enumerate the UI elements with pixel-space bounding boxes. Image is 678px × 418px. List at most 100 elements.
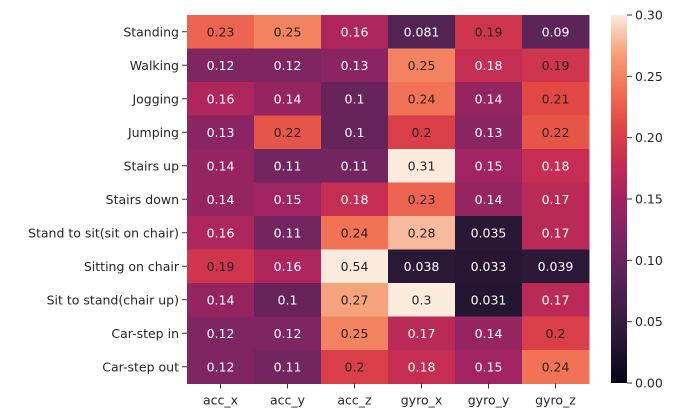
row-label: Walking xyxy=(130,58,179,73)
cell-value-label: 0.19 xyxy=(475,24,503,39)
heatmap-cell xyxy=(455,350,523,384)
heatmap-cell xyxy=(455,316,523,351)
heatmap-cell xyxy=(187,149,255,183)
heatmap-cell xyxy=(388,115,456,150)
heatmap-cell xyxy=(321,316,389,351)
heatmap-cell xyxy=(254,249,322,284)
cell-value-label: 0.18 xyxy=(341,192,369,207)
cell-value-label: 0.25 xyxy=(341,326,369,341)
heatmap-cell xyxy=(522,249,590,284)
heatmap-cell xyxy=(187,15,255,49)
row-label: Car-step out xyxy=(102,359,179,374)
cell-value-label: 0.22 xyxy=(274,125,302,140)
cell-value-label: 0.22 xyxy=(542,125,570,140)
heatmap-cell xyxy=(321,182,389,217)
heatmap-cell xyxy=(388,316,456,351)
cell-value-label: 0.24 xyxy=(408,91,436,106)
heatmap-cell xyxy=(187,182,255,217)
heatmap-cell xyxy=(388,82,456,116)
cell-value-label: 0.12 xyxy=(274,58,302,73)
heatmap-cell xyxy=(522,149,590,183)
heatmap-cell xyxy=(254,48,322,83)
cell-value-label: 0.17 xyxy=(542,292,570,307)
cell-value-label: 0.14 xyxy=(207,158,235,173)
cell-value-label: 0.11 xyxy=(274,225,302,240)
cell-value-label: 0.15 xyxy=(274,192,302,207)
heatmap-cell xyxy=(455,182,523,217)
heatmap-cell xyxy=(388,48,456,83)
heatmap-cell xyxy=(321,350,389,384)
heatmap-cell xyxy=(321,82,389,116)
heatmap-cell xyxy=(321,249,389,284)
cell-value-label: 0.16 xyxy=(207,91,235,106)
cell-value-label: 0.13 xyxy=(341,58,369,73)
cell-value-label: 0.1 xyxy=(345,91,365,106)
heatmap-cell xyxy=(388,283,456,317)
cell-value-label: 0.25 xyxy=(274,24,302,39)
cell-value-label: 0.12 xyxy=(207,326,235,341)
heatmap-cell xyxy=(321,283,389,317)
cell-value-label: 0.14 xyxy=(475,192,503,207)
cell-value-label: 0.031 xyxy=(471,292,507,307)
heatmap-cell-labels: 0.23 0.25 0.16 0.081 0.19 0.09 0.12 0.12 0.13 0.2… xyxy=(207,24,574,374)
column-label: acc_x xyxy=(203,393,238,408)
heatmap-cell xyxy=(388,350,456,384)
cell-value-label: 0.16 xyxy=(207,225,235,240)
column-label: acc_z xyxy=(337,393,372,408)
cell-value-label: 0.15 xyxy=(475,158,503,173)
cell-value-label: 0.14 xyxy=(475,326,503,341)
cell-value-label: 0.038 xyxy=(404,259,440,274)
cell-value-label: 0.039 xyxy=(538,259,574,274)
cell-value-label: 0.12 xyxy=(274,326,302,341)
row-label: Sit to stand(chair up) xyxy=(47,292,179,307)
heatmap-cell xyxy=(522,48,590,83)
heatmap-cell xyxy=(522,15,590,49)
heatmap-cell xyxy=(455,283,523,317)
cell-value-label: 0.17 xyxy=(408,326,436,341)
heatmap-cell xyxy=(388,15,456,49)
cell-value-label: 0.11 xyxy=(274,359,302,374)
heatmap-cell xyxy=(254,182,322,217)
heatmap-cell xyxy=(254,82,322,116)
row-label: Stairs down xyxy=(106,192,179,207)
cell-value-label: 0.23 xyxy=(207,24,235,39)
cell-value-label: 0.14 xyxy=(274,91,302,106)
cell-value-label: 0.18 xyxy=(542,158,570,173)
cell-value-label: 0.09 xyxy=(542,24,570,39)
heatmap-cell xyxy=(522,115,590,150)
cell-value-label: 0.24 xyxy=(341,225,369,240)
heatmap-cell xyxy=(187,350,255,384)
row-label: Car-step in xyxy=(111,326,179,341)
heatmap-cell xyxy=(254,15,322,49)
cell-value-label: 0.2 xyxy=(345,359,365,374)
heatmap-cell xyxy=(455,149,523,183)
heatmap-cell xyxy=(522,350,590,384)
colorbar-tick-label: 0.20 xyxy=(635,130,663,145)
heatmap-cell xyxy=(254,283,322,317)
heatmap-cell xyxy=(321,216,389,250)
heatmap-cell xyxy=(254,350,322,384)
row-label: Sitting on chair xyxy=(84,259,180,274)
colorbar-tick-label: 0.25 xyxy=(635,69,663,84)
heatmap-cell xyxy=(187,216,255,250)
row-label: Stand to sit(sit on chair) xyxy=(28,225,179,240)
cell-value-label: 0.2 xyxy=(412,125,432,140)
row-label: Jogging xyxy=(131,91,179,106)
column-label: gyro_x xyxy=(401,393,443,408)
cell-value-label: 0.25 xyxy=(408,58,436,73)
heatmap-cell xyxy=(455,48,523,83)
heatmap-cell xyxy=(455,249,523,284)
colorbar-tick-label: 0.30 xyxy=(635,8,663,23)
cell-value-label: 0.27 xyxy=(341,292,369,307)
heatmap-cell xyxy=(522,283,590,317)
heatmap-cell xyxy=(388,216,456,250)
colorbar-ticks: 0.00 0.05 0.10 0.15 0.20 0.25 0.30 xyxy=(627,8,663,391)
colorbar-tick-label: 0.15 xyxy=(635,192,663,207)
cell-value-label: 0.23 xyxy=(408,192,436,207)
cell-value-label: 0.035 xyxy=(471,225,507,240)
colorbar-tick-label: 0.05 xyxy=(635,314,663,329)
heatmap-cell xyxy=(522,82,590,116)
heatmap-cells xyxy=(187,15,590,384)
row-label: Jumping xyxy=(127,125,179,140)
row-label: Standing xyxy=(123,24,179,39)
